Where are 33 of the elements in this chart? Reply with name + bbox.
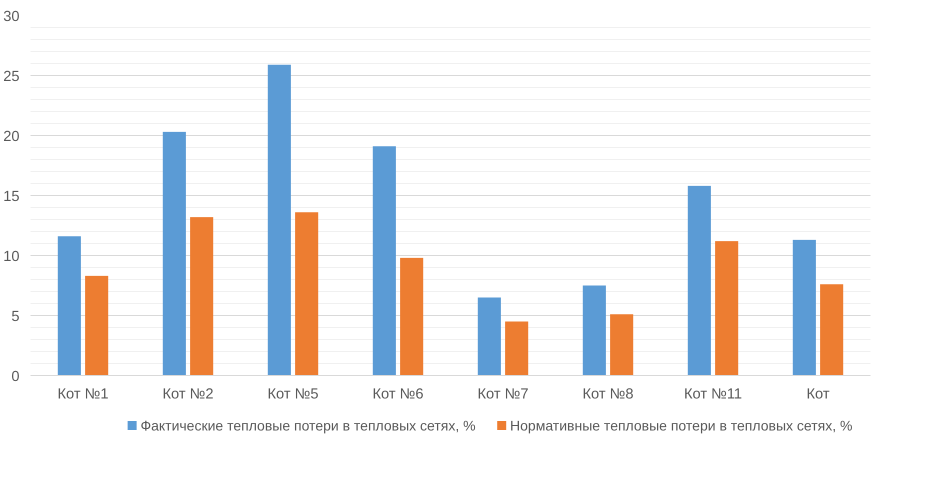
x-tick-label: Кот №7 xyxy=(477,386,529,402)
bar xyxy=(582,286,606,376)
bar xyxy=(610,314,634,376)
y-tick-label: 30 xyxy=(3,9,20,25)
bar xyxy=(85,276,108,376)
x-tick-label: Кот xyxy=(806,386,830,402)
bar xyxy=(372,146,396,376)
y-tick-label: 25 xyxy=(3,69,20,85)
bar xyxy=(162,132,186,376)
bar xyxy=(400,258,424,376)
bar xyxy=(190,217,214,376)
legend-label: Нормативные тепловые потери в тепловых сетях, % xyxy=(510,418,852,434)
y-tick-label: 15 xyxy=(3,189,20,205)
legend-label: Фактические тепловые потери в тепловых сетях, % xyxy=(140,418,476,434)
x-tick-label: Кот №2 xyxy=(162,386,214,402)
x-tick-label: Кот №11 xyxy=(684,386,742,402)
x-tick-label: Кот №1 xyxy=(57,386,109,402)
bar xyxy=(478,298,501,376)
x-tick-label: Кот №8 xyxy=(582,386,634,402)
bar xyxy=(820,284,844,376)
bar xyxy=(268,64,291,376)
bar xyxy=(792,240,816,376)
bar xyxy=(715,241,738,376)
x-tick-label: Кот №5 xyxy=(267,386,319,402)
y-tick-label: 0 xyxy=(11,369,20,385)
bar xyxy=(58,236,81,376)
bar xyxy=(505,322,528,376)
y-tick-label: 5 xyxy=(11,309,20,325)
bar xyxy=(295,212,318,376)
bar xyxy=(688,186,711,376)
x-tick-label: Кот №6 xyxy=(372,386,424,402)
y-tick-label: 20 xyxy=(3,129,20,145)
y-tick-label: 10 xyxy=(3,249,20,265)
